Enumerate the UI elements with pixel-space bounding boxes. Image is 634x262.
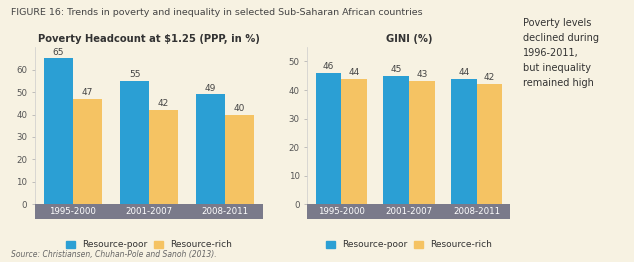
- Bar: [341, 79, 367, 204]
- Title: Poverty Headcount at $1.25 (PPP, in %): Poverty Headcount at $1.25 (PPP, in %): [38, 34, 260, 43]
- Bar: [149, 110, 178, 204]
- Legend: Resource-poor, Resource-rich: Resource-poor, Resource-rich: [325, 240, 493, 249]
- FancyBboxPatch shape: [35, 204, 263, 219]
- Text: 42: 42: [158, 100, 169, 108]
- Bar: [44, 58, 73, 204]
- Text: 42: 42: [484, 73, 495, 82]
- Bar: [477, 84, 502, 204]
- Bar: [316, 73, 341, 204]
- Text: 44: 44: [458, 68, 469, 77]
- Bar: [451, 79, 477, 204]
- Bar: [196, 94, 225, 204]
- Text: 44: 44: [349, 68, 359, 77]
- Legend: Resource-poor, Resource-rich: Resource-poor, Resource-rich: [65, 240, 233, 249]
- Text: 2008-2011: 2008-2011: [202, 207, 249, 216]
- Bar: [225, 114, 254, 204]
- Title: GINI (%): GINI (%): [385, 34, 432, 43]
- Bar: [120, 81, 149, 204]
- Text: 55: 55: [129, 70, 140, 79]
- Text: 49: 49: [205, 84, 216, 93]
- Bar: [73, 99, 102, 204]
- Text: 2001-2007: 2001-2007: [126, 207, 172, 216]
- Text: 2001-2007: 2001-2007: [385, 207, 432, 216]
- Text: FIGURE 16: Trends in poverty and inequality in selected Sub-Saharan African coun: FIGURE 16: Trends in poverty and inequal…: [11, 8, 423, 17]
- Text: 65: 65: [53, 48, 64, 57]
- Text: Source: Christiansen, Chuhan-Pole and Sanoh (2013).: Source: Christiansen, Chuhan-Pole and Sa…: [11, 250, 217, 259]
- Text: 1995-2000: 1995-2000: [49, 207, 96, 216]
- Text: 40: 40: [234, 104, 245, 113]
- Text: Poverty levels
declined during
1996-2011,
but inequality
remained high: Poverty levels declined during 1996-2011…: [523, 18, 599, 88]
- Text: 1995-2000: 1995-2000: [318, 207, 365, 216]
- Text: 46: 46: [323, 62, 334, 71]
- Text: 45: 45: [391, 65, 402, 74]
- Bar: [409, 81, 435, 204]
- Text: 2008-2011: 2008-2011: [453, 207, 500, 216]
- Text: 43: 43: [416, 70, 427, 79]
- FancyBboxPatch shape: [307, 204, 510, 219]
- Text: 47: 47: [82, 88, 93, 97]
- Bar: [383, 76, 409, 204]
